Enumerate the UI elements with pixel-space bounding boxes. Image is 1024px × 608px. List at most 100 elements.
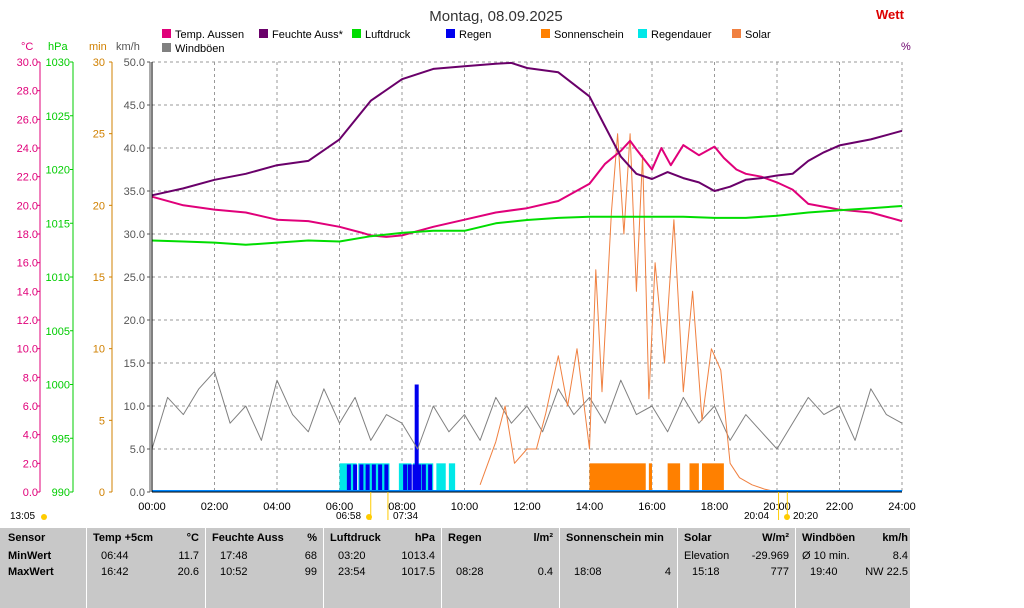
y-tick-label-pressure: 1025 bbox=[46, 111, 70, 123]
regen-bar bbox=[412, 464, 417, 492]
legend-swatch bbox=[352, 29, 361, 38]
y-tick-label-temp: 10.0 bbox=[17, 344, 38, 356]
col-unit: °C bbox=[186, 532, 199, 544]
legend-label: Feuchte Auss* bbox=[272, 29, 344, 41]
x-tick-label: 18:00 bbox=[701, 501, 729, 513]
y-tick-label-temp: 28.0 bbox=[17, 86, 38, 98]
chart-bars bbox=[339, 384, 724, 492]
legend-swatch bbox=[732, 29, 741, 38]
stats-table: Sensor MinWert MaxWert Temp +5cm °C 06:4… bbox=[0, 528, 910, 608]
x-tick-label: 10:00 bbox=[451, 501, 479, 513]
chart-lines bbox=[151, 61, 903, 493]
table-col-pressure: Luftdruck hPa 03:20 1013.4 23:54 1017.5 bbox=[323, 528, 441, 608]
table-col-gusts: Windböen km/h Ø 10 min. 8.4 19:40 NW 22.… bbox=[795, 528, 910, 608]
y-tick-label-pressure: 1020 bbox=[46, 165, 70, 177]
min-value: 68 bbox=[304, 550, 317, 562]
legend-label: Windböen bbox=[175, 43, 225, 55]
legend-label: Luftdruck bbox=[365, 29, 411, 41]
legend-swatch bbox=[638, 29, 647, 38]
y-tick-label-temp: 4.0 bbox=[23, 430, 38, 442]
min-time: 03:20 bbox=[338, 550, 366, 562]
y-tick-label-temp: 0.0 bbox=[23, 487, 38, 499]
min-time: 17:48 bbox=[220, 550, 248, 562]
x-tick-label: 04:00 bbox=[263, 501, 291, 513]
legend-swatch bbox=[259, 29, 268, 38]
x-tick-label: 08:00 bbox=[388, 501, 416, 513]
sunrise-time: 06:58 bbox=[336, 511, 362, 522]
y-tick-label-minutes: 10 bbox=[93, 344, 105, 356]
unit-temp: °C bbox=[21, 41, 33, 53]
col-unit: % bbox=[307, 532, 317, 544]
sun-time-left: 13:05 bbox=[10, 511, 36, 522]
y-tick-label-temp: 6.0 bbox=[23, 401, 38, 413]
y-tick-label-temp: 24.0 bbox=[17, 143, 38, 155]
sun-icon bbox=[41, 514, 47, 520]
min-value: 1013.4 bbox=[401, 550, 435, 562]
regen-bar bbox=[428, 464, 433, 492]
col-head: Windböen bbox=[802, 532, 856, 544]
min-time: 06:44 bbox=[101, 550, 129, 562]
max-value: 0.4 bbox=[537, 566, 553, 578]
y-tick-label-pressure: 1000 bbox=[46, 380, 70, 392]
y-tick-label-temp: 12.0 bbox=[17, 315, 38, 327]
y-tick-label-wind: 15.0 bbox=[124, 358, 145, 370]
col-unit: km/h bbox=[882, 532, 908, 544]
regen-bar bbox=[407, 464, 412, 492]
sonnenschein-bar bbox=[589, 463, 646, 492]
x-tick-label: 20:00 bbox=[763, 501, 791, 513]
max-time: 18:08 bbox=[574, 566, 602, 578]
legend-label: Regen bbox=[459, 29, 491, 41]
y-tick-label-temp: 26.0 bbox=[17, 114, 38, 126]
table-col-solar: Solar W/m² Elevation -29.969 15:18 777 bbox=[677, 528, 795, 608]
y-tick-label-minutes: 20 bbox=[93, 200, 105, 212]
y-tick-label-wind: 20.0 bbox=[124, 315, 145, 327]
y-tick-label-wind: 35.0 bbox=[124, 186, 145, 198]
x-tick-label: 00:00 bbox=[138, 501, 166, 513]
legend-label: Solar bbox=[745, 29, 771, 41]
col-head: Sonnenschein min bbox=[566, 532, 664, 544]
x-tick-label: 22:00 bbox=[826, 501, 854, 513]
regen-bar bbox=[414, 384, 419, 492]
y-tick-label-temp: 20.0 bbox=[17, 200, 38, 212]
y-tick-label-pressure: 995 bbox=[52, 433, 70, 445]
x-tick-label: 12:00 bbox=[513, 501, 541, 513]
series-line-temp bbox=[151, 139, 903, 238]
regen-bar bbox=[346, 464, 351, 492]
col-head: Regen bbox=[448, 532, 482, 544]
col-head: Solar bbox=[684, 532, 712, 544]
y-tick-label-minutes: 5 bbox=[99, 415, 105, 427]
y-tick-label-wind: 25.0 bbox=[124, 272, 145, 284]
max-time: 16:42 bbox=[101, 566, 129, 578]
avg-value: 8.4 bbox=[892, 550, 908, 562]
avg-label: Ø 10 min. bbox=[802, 550, 850, 562]
x-tick-label: 24:00 bbox=[888, 501, 916, 513]
min-value: 11.7 bbox=[178, 550, 199, 562]
sunset-time: 20:04 bbox=[744, 511, 770, 522]
table-col-sunshine: Sonnenschein min 18:08 4 bbox=[559, 528, 677, 608]
y-tick-label-temp: 16.0 bbox=[17, 258, 38, 270]
legend-swatch bbox=[446, 29, 455, 38]
y-tick-label-minutes: 15 bbox=[93, 272, 105, 284]
x-tick-label: 02:00 bbox=[201, 501, 229, 513]
chart-title: Montag, 08.09.2025 bbox=[429, 8, 562, 25]
max-value: 4 bbox=[664, 566, 671, 578]
y-tick-label-wind: 45.0 bbox=[124, 100, 145, 112]
y-tick-label-wind: 0.0 bbox=[130, 487, 145, 499]
x-tick-label: 14:00 bbox=[576, 501, 604, 513]
max-time: 23:54 bbox=[338, 566, 366, 578]
y-tick-label-minutes: 30 bbox=[93, 57, 105, 69]
sunrise-time-2: 07:34 bbox=[393, 511, 419, 522]
y-tick-label-pressure: 990 bbox=[52, 487, 70, 499]
y-tick-label-minutes: 0 bbox=[99, 487, 105, 499]
unit-minutes: min bbox=[89, 41, 107, 53]
sunset-time-2: 20:20 bbox=[793, 511, 819, 522]
chart-axes: 00:00 02:00 04:00 06:00 08:00 10:00 12:00 14:00… bbox=[17, 57, 916, 520]
x-tick-label: 16:00 bbox=[638, 501, 666, 513]
regen-bar bbox=[353, 464, 358, 492]
max-value: NW 22.5 bbox=[865, 566, 908, 578]
y-tick-label-temp: 22.0 bbox=[17, 172, 38, 184]
regen-bar bbox=[421, 464, 426, 492]
col-unit: hPa bbox=[414, 532, 435, 544]
table-col-humidity: Feuchte Auss % 17:48 68 10:52 99 bbox=[205, 528, 323, 608]
legend-label: Sonnenschein bbox=[554, 29, 624, 41]
